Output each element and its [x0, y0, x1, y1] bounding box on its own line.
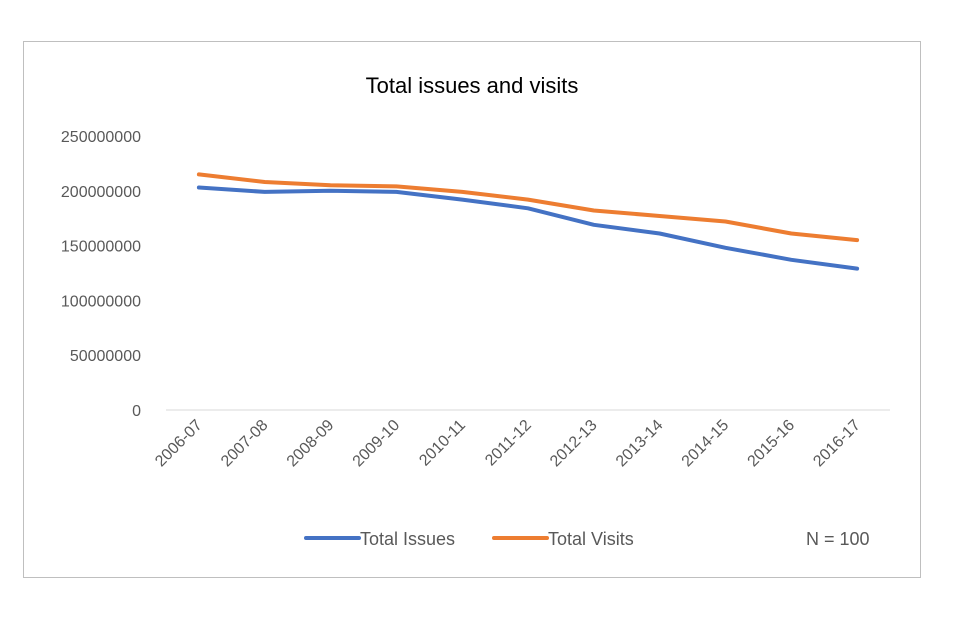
y-tick-label: 0 [132, 403, 141, 420]
x-tick-label: 2006-07 [152, 417, 206, 471]
x-tick-label: 2009-10 [350, 417, 404, 471]
x-tick-label: 2012-13 [547, 417, 601, 471]
x-tick-label: 2015-16 [745, 417, 799, 471]
y-tick-label: 250000000 [61, 129, 141, 146]
chart-title: Total issues and visits [366, 73, 579, 98]
y-tick-label: 200000000 [61, 184, 141, 201]
x-tick-label: 2007-08 [218, 417, 272, 471]
legend-label-total-visits: Total Visits [548, 529, 634, 549]
x-tick-label: 2013-14 [613, 417, 667, 471]
y-axis: 0 50000000 100000000 150000000 200000000 2500… [61, 129, 141, 420]
legend-label-total-issues: Total Issues [360, 529, 455, 549]
x-tick-label: 2016-17 [810, 417, 864, 471]
sample-size-note: N = 100 [806, 529, 870, 549]
x-tick-label: 2011-12 [482, 417, 535, 470]
legend: Total Issues Total Visits N = 100 [304, 529, 870, 549]
y-tick-label: 100000000 [61, 293, 141, 310]
chart-frame: Total issues and visits 0 50000000 1000000… [23, 41, 921, 578]
x-tick-label: 2008-09 [284, 417, 338, 471]
series-line-total-issues [196, 185, 860, 271]
series-layer [196, 172, 860, 271]
x-tick-label: 2010-11 [416, 417, 469, 470]
y-tick-label: 150000000 [61, 239, 141, 256]
x-tick-label: 2014-15 [679, 417, 733, 471]
x-axis: 2006-07 2007-08 2008-09 2009-10 2010-11 2011-… [152, 409, 890, 471]
series-line-total-visits [196, 172, 860, 243]
line-chart: Total issues and visits 0 50000000 1000000… [61, 73, 890, 549]
y-tick-label: 50000000 [70, 348, 141, 365]
